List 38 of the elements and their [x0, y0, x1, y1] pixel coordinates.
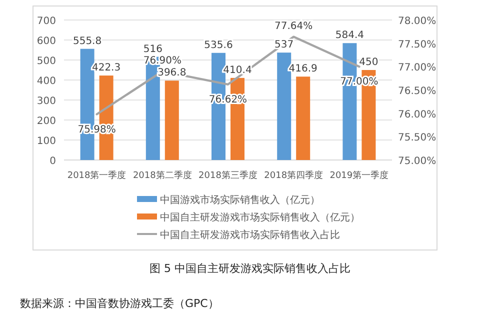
source-note: 数据来源：中国音数协游戏工委（GPC） — [20, 297, 219, 310]
data-label: 450 — [359, 57, 378, 68]
x-tick-label: 2018第三季度 — [198, 170, 258, 181]
x-tick-label: 2018第四季度 — [264, 170, 324, 181]
data-label: 555.8 — [72, 36, 102, 47]
y-tick-label: 400 — [36, 76, 56, 87]
legend-label: 中国游戏市场实际销售收入（亿元） — [160, 194, 320, 206]
data-label: 77.64% — [274, 20, 313, 32]
legend-label: 中国自主研发游戏市场实际销售收入占比 — [160, 229, 340, 241]
data-label: 584.4 — [335, 30, 364, 42]
x-tick-label: 2018第一季度 — [67, 170, 126, 181]
y2-tick-label: 78.00% — [398, 16, 436, 27]
y-tick-label: 100 — [36, 136, 56, 147]
y-tick-label: 0 — [50, 156, 56, 167]
y2-tick-label: 75.50% — [398, 132, 436, 144]
y2-tick-label: 75.00% — [398, 156, 436, 167]
data-label: 77.00% — [340, 76, 378, 88]
data-label: 76.62% — [208, 94, 248, 106]
bar — [164, 80, 179, 160]
y2-tick-label: 77.00% — [398, 62, 436, 74]
data-label: 75.98% — [78, 124, 116, 136]
data-label: 516 — [143, 44, 162, 55]
bar — [296, 76, 310, 160]
y2-tick-label: 77.50% — [398, 39, 436, 50]
y-tick-label: 700 — [36, 16, 56, 27]
y-tick-label: 500 — [36, 56, 56, 67]
x-tick-label: 2018第二季度 — [132, 170, 192, 181]
data-label: 396.8 — [158, 68, 186, 79]
y2-tick-label: 76.00% — [398, 109, 436, 120]
y2-tick-label: 76.50% — [398, 86, 436, 97]
y-tick-label: 300 — [36, 96, 56, 107]
data-label: 535.6 — [204, 40, 233, 51]
legend-label: 中国自主研发游戏市场实际销售收入（亿元） — [160, 212, 360, 224]
data-label: 537 — [274, 40, 294, 51]
y-tick-label: 200 — [36, 116, 56, 127]
text: 图 5 中国自主研发游戏实际销售收入占比 — [150, 262, 350, 275]
x-tick-label: 2019第一季度 — [330, 170, 389, 181]
y-tick-label: 600 — [36, 36, 56, 47]
